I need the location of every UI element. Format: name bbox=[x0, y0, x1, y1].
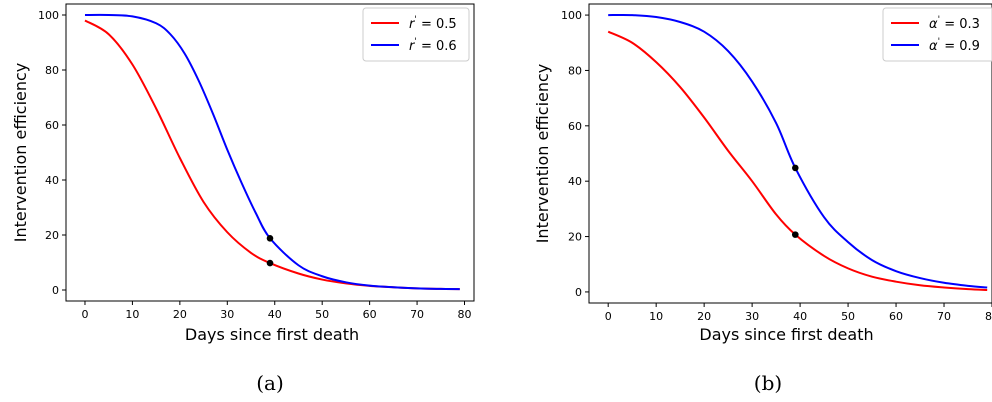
axes-frame bbox=[65, 3, 475, 302]
panel-a: 0 10 20 30 40 50 60 70 80 0 20 40 60 80 100 Days since … bbox=[11, 3, 475, 395]
y-tick-label: 20 bbox=[568, 231, 582, 244]
y-tick-label: 20 bbox=[45, 229, 59, 242]
data-point-marker bbox=[266, 235, 274, 242]
x-tick-label: 0 bbox=[605, 310, 612, 323]
x-tick-label: 70 bbox=[937, 310, 951, 323]
legend-box bbox=[882, 7, 992, 62]
legend-label-2: r' = 0.6 bbox=[409, 37, 457, 54]
x-tick-label: 80 bbox=[985, 310, 992, 323]
x-tick-label: 30 bbox=[220, 308, 234, 321]
x-tick-label: 50 bbox=[315, 308, 329, 321]
y-tick-label: 100 bbox=[38, 9, 59, 22]
x-tick-label: 0 bbox=[81, 308, 88, 321]
x-tick-label: 80 bbox=[458, 308, 472, 321]
y-tick-label: 80 bbox=[568, 64, 582, 77]
y-tick-label: 60 bbox=[45, 119, 59, 132]
y-tick-label: 40 bbox=[568, 175, 582, 188]
y-tick-label: 100 bbox=[561, 9, 582, 22]
panel-caption: (b) bbox=[754, 371, 782, 395]
x-tick-label: 20 bbox=[697, 310, 711, 323]
panel-b: 0 10 20 30 40 50 60 70 80 0 20 40 60 80 100 Days since … bbox=[533, 3, 992, 395]
x-tick-label: 60 bbox=[889, 310, 903, 323]
data-point-marker bbox=[791, 164, 799, 172]
x-tick-label: 20 bbox=[173, 308, 187, 321]
y-tick-label: 0 bbox=[575, 286, 582, 299]
x-tick-label: 30 bbox=[745, 310, 759, 323]
legend-label-1: α' = 0.3 bbox=[929, 15, 980, 32]
x-tick-label: 60 bbox=[363, 308, 377, 321]
x-tick-label: 10 bbox=[125, 308, 139, 321]
x-tick-label: 40 bbox=[268, 308, 282, 321]
legend-label-1: r' = 0.5 bbox=[409, 15, 457, 32]
series-line-2 bbox=[84, 13, 460, 291]
legend-label-2: α' = 0.9 bbox=[929, 37, 980, 54]
data-point-marker bbox=[791, 231, 799, 238]
x-axis-label: Days since first death bbox=[699, 325, 873, 344]
x-tick-label: 50 bbox=[841, 310, 855, 323]
x-tick-label: 10 bbox=[649, 310, 663, 323]
y-tick-label: 60 bbox=[568, 120, 582, 133]
x-tick-label: 70 bbox=[410, 308, 424, 321]
panel-caption: (a) bbox=[256, 371, 284, 395]
data-point-marker bbox=[266, 259, 274, 267]
y-tick-label: 80 bbox=[45, 64, 59, 77]
series-line-1 bbox=[607, 30, 988, 291]
y-tick-label: 40 bbox=[45, 174, 59, 187]
y-tick-label: 0 bbox=[52, 284, 59, 297]
y-axis-label: Intervention efficiency bbox=[11, 63, 30, 243]
legend-box bbox=[362, 7, 470, 62]
x-tick-label: 40 bbox=[793, 310, 807, 323]
y-axis-label: Intervention efficiency bbox=[533, 64, 552, 244]
x-axis-label: Days since first death bbox=[185, 325, 359, 344]
axes-frame bbox=[588, 3, 992, 304]
